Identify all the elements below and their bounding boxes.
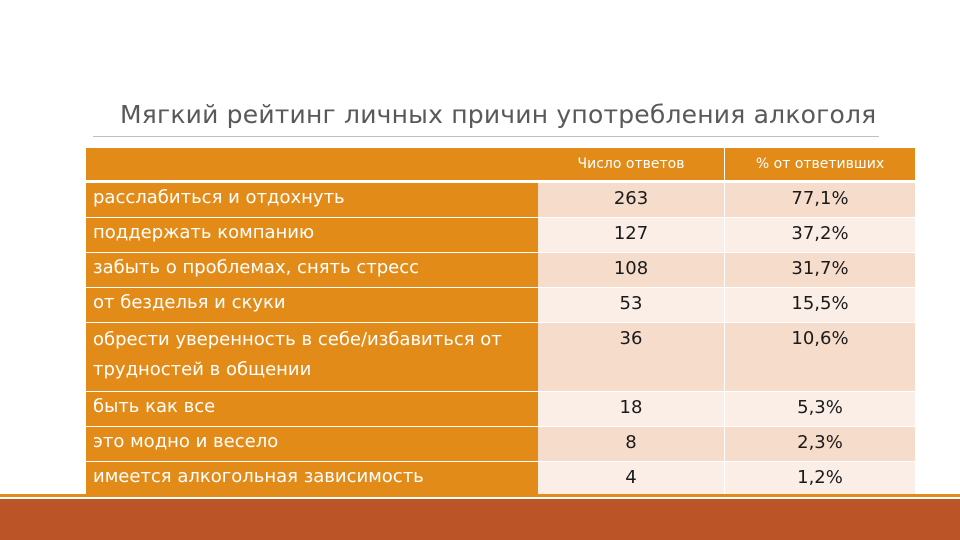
header-percent: % от ответивших (725, 148, 915, 183)
count-cell: 4 (538, 462, 725, 497)
table-row: поддержать компанию 127 37,2% (86, 218, 915, 253)
reason-cell: расслабиться и отдохнуть (86, 183, 538, 218)
percent-cell: 37,2% (725, 218, 915, 253)
table-row: обрести уверенность в себе/избавиться от… (86, 323, 915, 392)
count-cell: 8 (538, 427, 725, 462)
slide-title: Мягкий рейтинг личных причин употреблени… (120, 100, 877, 129)
reason-cell: поддержать компанию (86, 218, 538, 253)
percent-cell: 2,3% (725, 427, 915, 462)
reason-cell: это модно и весело (86, 427, 538, 462)
table-row: это модно и весело 8 2,3% (86, 427, 915, 462)
count-cell: 36 (538, 323, 725, 392)
reason-cell: от безделья и скуки (86, 288, 538, 323)
percent-cell: 15,5% (725, 288, 915, 323)
count-cell: 127 (538, 218, 725, 253)
header-count: Число ответов (538, 148, 725, 183)
table-row: быть как все 18 5,3% (86, 392, 915, 427)
table-row: от безделья и скуки 53 15,5% (86, 288, 915, 323)
count-cell: 18 (538, 392, 725, 427)
percent-cell: 5,3% (725, 392, 915, 427)
reason-cell: быть как все (86, 392, 538, 427)
footer-accent-line (0, 494, 960, 497)
count-cell: 53 (538, 288, 725, 323)
percent-cell: 1,2% (725, 462, 915, 497)
percent-cell: 10,6% (725, 323, 915, 392)
footer-band (0, 499, 960, 540)
table-row: расслабиться и отдохнуть 263 77,1% (86, 183, 915, 218)
percent-cell: 77,1% (725, 183, 915, 218)
title-divider (93, 136, 879, 137)
reason-cell: имеется алкогольная зависимость (86, 462, 538, 497)
reasons-table: Число ответов % от ответивших расслабить… (86, 148, 915, 497)
count-cell: 263 (538, 183, 725, 218)
table-row: забыть о проблемах, снять стресс 108 31,… (86, 253, 915, 288)
reason-cell: забыть о проблемах, снять стресс (86, 253, 538, 288)
table-header-row: Число ответов % от ответивших (86, 148, 915, 183)
count-cell: 108 (538, 253, 725, 288)
table-row: имеется алкогольная зависимость 4 1,2% (86, 462, 915, 497)
percent-cell: 31,7% (725, 253, 915, 288)
header-reason (86, 148, 538, 183)
reason-cell: обрести уверенность в себе/избавиться от… (86, 323, 538, 392)
